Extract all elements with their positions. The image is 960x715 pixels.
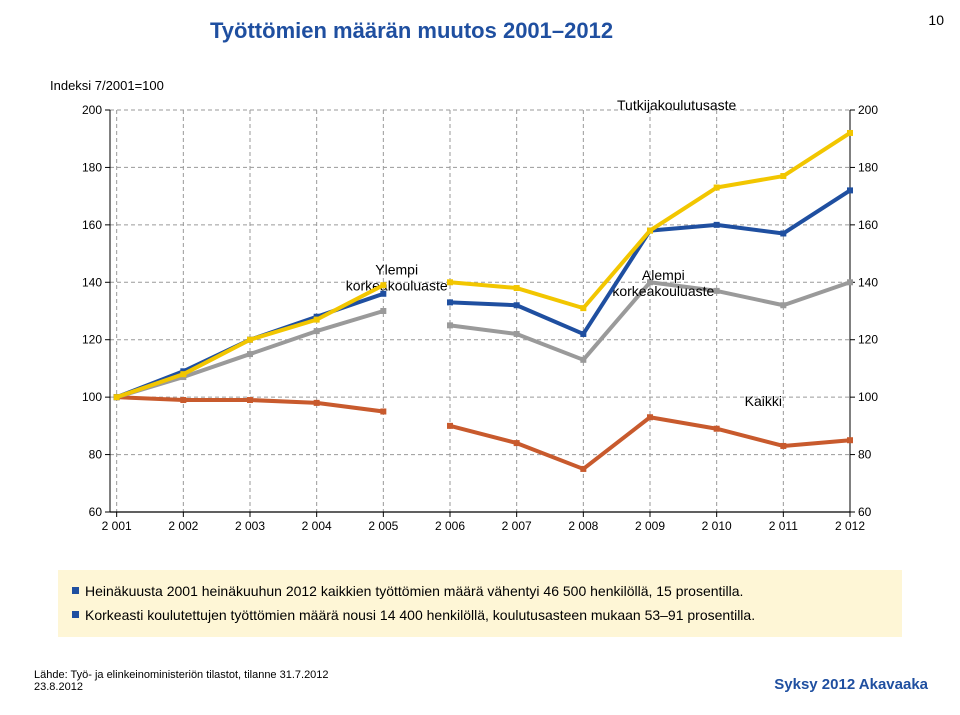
- svg-text:200: 200: [858, 103, 878, 117]
- bullet-box: Heinäkuusta 2001 heinäkuuhun 2012 kaikki…: [58, 570, 902, 637]
- svg-text:2 008: 2 008: [568, 519, 598, 533]
- svg-text:180: 180: [82, 160, 102, 174]
- svg-text:160: 160: [82, 218, 102, 232]
- svg-text:2 005: 2 005: [368, 519, 398, 533]
- source-line-2: 23.8.2012: [34, 681, 329, 693]
- svg-text:100: 100: [858, 390, 878, 404]
- svg-text:80: 80: [89, 448, 103, 462]
- source-text: Lähde: Työ- ja elinkeinoministeriön tila…: [34, 669, 329, 693]
- chart-subtitle: Indeksi 7/2001=100: [50, 78, 164, 93]
- svg-text:160: 160: [858, 218, 878, 232]
- bullet-item: Heinäkuusta 2001 heinäkuuhun 2012 kaikki…: [72, 582, 888, 602]
- svg-text:2 001: 2 001: [102, 519, 132, 533]
- svg-text:140: 140: [858, 275, 878, 289]
- svg-text:2 004: 2 004: [302, 519, 332, 533]
- bullet-text: Heinäkuusta 2001 heinäkuuhun 2012 kaikki…: [85, 582, 743, 602]
- svg-text:korkeakouluaste: korkeakouluaste: [612, 283, 714, 299]
- svg-text:2 010: 2 010: [702, 519, 732, 533]
- bullet-item: Korkeasti koulutettujen työttömien määrä…: [72, 606, 888, 626]
- bullet-text: Korkeasti koulutettujen työttömien määrä…: [85, 606, 755, 626]
- line-chart: 60 60 80 80 100 100 120 120 140 140 160 160 180 180 20…: [70, 100, 890, 540]
- svg-text:Ylempi: Ylempi: [375, 261, 418, 277]
- chart-svg: 60 60 80 80 100 100 120 120 140 140 160 160 180 180 20…: [70, 100, 890, 540]
- svg-text:60: 60: [89, 505, 103, 519]
- svg-text:2 011: 2 011: [769, 519, 798, 533]
- svg-text:80: 80: [858, 448, 872, 462]
- svg-text:2 006: 2 006: [435, 519, 465, 533]
- svg-text:200: 200: [82, 103, 102, 117]
- page-number: 10: [928, 12, 944, 28]
- svg-text:180: 180: [858, 160, 878, 174]
- bullet-square-icon: [72, 611, 79, 618]
- source-line-1: Lähde: Työ- ja elinkeinoministeriön tila…: [34, 669, 329, 681]
- svg-text:2 009: 2 009: [635, 519, 665, 533]
- page-root: 10 Työttömien määrän muutos 2001–2012 In…: [0, 0, 960, 715]
- svg-text:120: 120: [82, 333, 102, 347]
- svg-text:140: 140: [82, 275, 102, 289]
- svg-text:Kaikki: Kaikki: [745, 393, 782, 409]
- svg-text:60: 60: [858, 505, 872, 519]
- svg-text:2 007: 2 007: [502, 519, 532, 533]
- svg-text:2 012: 2 012: [835, 519, 865, 533]
- svg-text:2 002: 2 002: [168, 519, 198, 533]
- svg-text:Alempi: Alempi: [642, 267, 685, 283]
- footer-brand: Syksy 2012 Akavaaka: [774, 676, 928, 693]
- bullet-square-icon: [72, 587, 79, 594]
- svg-text:120: 120: [858, 333, 878, 347]
- page-title: Työttömien määrän muutos 2001–2012: [210, 18, 613, 44]
- svg-text:Tutkijakoulutusaste: Tutkijakoulutusaste: [617, 100, 737, 113]
- svg-text:2 003: 2 003: [235, 519, 265, 533]
- svg-text:korkeakouluaste: korkeakouluaste: [346, 277, 448, 293]
- svg-text:100: 100: [82, 390, 102, 404]
